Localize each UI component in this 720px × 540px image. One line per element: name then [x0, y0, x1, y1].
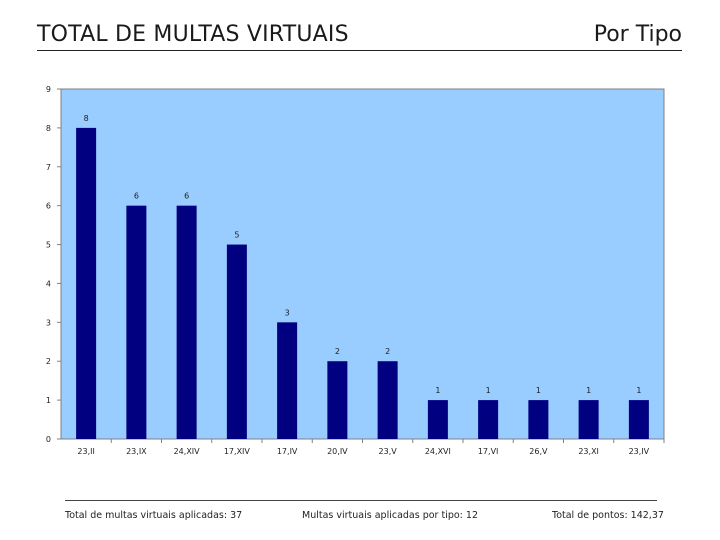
page-subtitle: Por Tipo: [593, 22, 682, 47]
x-tick-label: 17,VI: [478, 447, 499, 456]
data-label: 8: [84, 114, 89, 123]
y-tick-label: 6: [46, 202, 51, 211]
bar: [126, 205, 147, 439]
data-label: 1: [636, 386, 641, 395]
bar: [76, 127, 97, 439]
y-tick-label: 8: [46, 124, 51, 133]
y-tick-label: 7: [46, 163, 51, 172]
bar: [578, 400, 599, 439]
y-tick-label: 0: [46, 435, 51, 444]
bar: [427, 400, 448, 439]
x-tick-label: 26,V: [529, 447, 548, 456]
bar: [377, 361, 398, 439]
y-tick-label: 3: [46, 318, 51, 327]
bar: [478, 400, 499, 439]
x-tick-label: 17,IV: [277, 447, 298, 456]
bar: [176, 205, 197, 439]
footer-total-points: Total de pontos: 142,37: [552, 510, 664, 521]
bar: [226, 244, 247, 439]
footer-divider: [65, 500, 657, 501]
y-tick-label: 9: [46, 85, 51, 94]
y-tick-label: 2: [46, 357, 51, 366]
data-label: 5: [234, 231, 239, 240]
plot-area: [60, 88, 665, 440]
x-tick-label: 23,IV: [629, 447, 650, 456]
footer-fines-by-type: Multas virtuais aplicadas por tipo: 12: [302, 510, 478, 521]
data-label: 1: [536, 386, 541, 395]
x-tick-label: 23,II: [77, 447, 94, 456]
data-label: 2: [385, 347, 390, 356]
bar: [528, 400, 549, 439]
bar: [628, 400, 649, 439]
y-tick-label: 5: [46, 241, 51, 250]
data-label: 3: [285, 308, 290, 317]
title-underline: [37, 50, 682, 51]
x-tick-label: 23,XI: [578, 447, 599, 456]
data-label: 6: [184, 192, 189, 201]
x-tick-label: 23,V: [379, 447, 398, 456]
data-label: 2: [335, 347, 340, 356]
data-label: 6: [134, 192, 139, 201]
y-tick-label: 1: [46, 396, 51, 405]
bar: [327, 361, 348, 439]
x-tick-label: 17,XIV: [224, 447, 251, 456]
page-title: TOTAL DE MULTAS VIRTUAIS: [37, 22, 349, 47]
x-tick-label: 23,IX: [126, 447, 147, 456]
data-label: 1: [435, 386, 440, 395]
x-tick-label: 24,XIV: [174, 447, 201, 456]
x-tick-label: 24,XVI: [425, 447, 451, 456]
x-tick-label: 20,IV: [327, 447, 348, 456]
y-tick-label: 4: [46, 279, 51, 288]
data-label: 1: [486, 386, 491, 395]
footer-total-fines: Total de multas virtuais aplicadas: 37: [65, 510, 243, 521]
data-label: 1: [586, 386, 591, 395]
bar: [277, 322, 298, 439]
